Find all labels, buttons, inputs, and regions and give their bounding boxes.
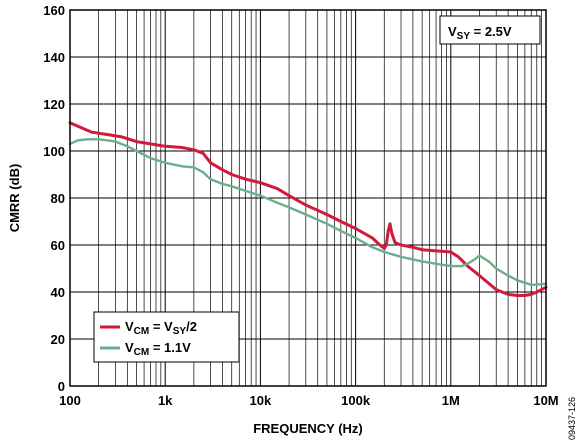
x-tick-label: 100: [59, 393, 81, 408]
series-line-vcm-1v1: [68, 138, 548, 287]
x-tick-label: 10M: [533, 393, 558, 408]
legend-label-vcm-half-vsy: VCM = VSY/2: [125, 319, 197, 337]
y-tick-label: 60: [51, 238, 65, 253]
y-tick-label: 0: [58, 379, 65, 394]
annotation-box: [439, 15, 541, 45]
y-axis-label: CMRR (dB): [7, 164, 22, 233]
legend-box: [93, 311, 240, 363]
y-tick-label: 140: [43, 50, 65, 65]
figure-id: 09437-126: [567, 397, 577, 440]
x-tick-label: 1k: [158, 393, 173, 408]
x-tick-label: 100k: [341, 393, 371, 408]
plot-frame: [69, 9, 547, 387]
annotation-text: VSY = 2.5V: [448, 24, 512, 42]
legend-label-vcm-1v1: VCM = 1.1V: [125, 340, 191, 358]
x-tick-label: 10k: [250, 393, 272, 408]
y-tick-label: 20: [51, 332, 65, 347]
x-axis-label: FREQUENCY (Hz): [253, 421, 363, 436]
series-lines: [68, 121, 548, 297]
legend: VCM = VSY/2 VCM = 1.1V: [93, 311, 240, 363]
y-tick-label: 80: [51, 191, 65, 206]
x-tick-label: 1M: [442, 393, 460, 408]
series-line-vcm-half-vsy: [68, 121, 548, 297]
x-tick-labels: 100 1k 10k 100k 1M 10M: [59, 393, 559, 408]
supply-annotation: VSY = 2.5V: [439, 15, 541, 45]
y-tick-label: 120: [43, 97, 65, 112]
y-tick-labels: 0 20 40 60 80 100 120 140 160: [43, 3, 65, 394]
y-tick-label: 160: [43, 3, 65, 18]
y-tick-label: 40: [51, 285, 65, 300]
y-tick-label: 100: [43, 144, 65, 159]
